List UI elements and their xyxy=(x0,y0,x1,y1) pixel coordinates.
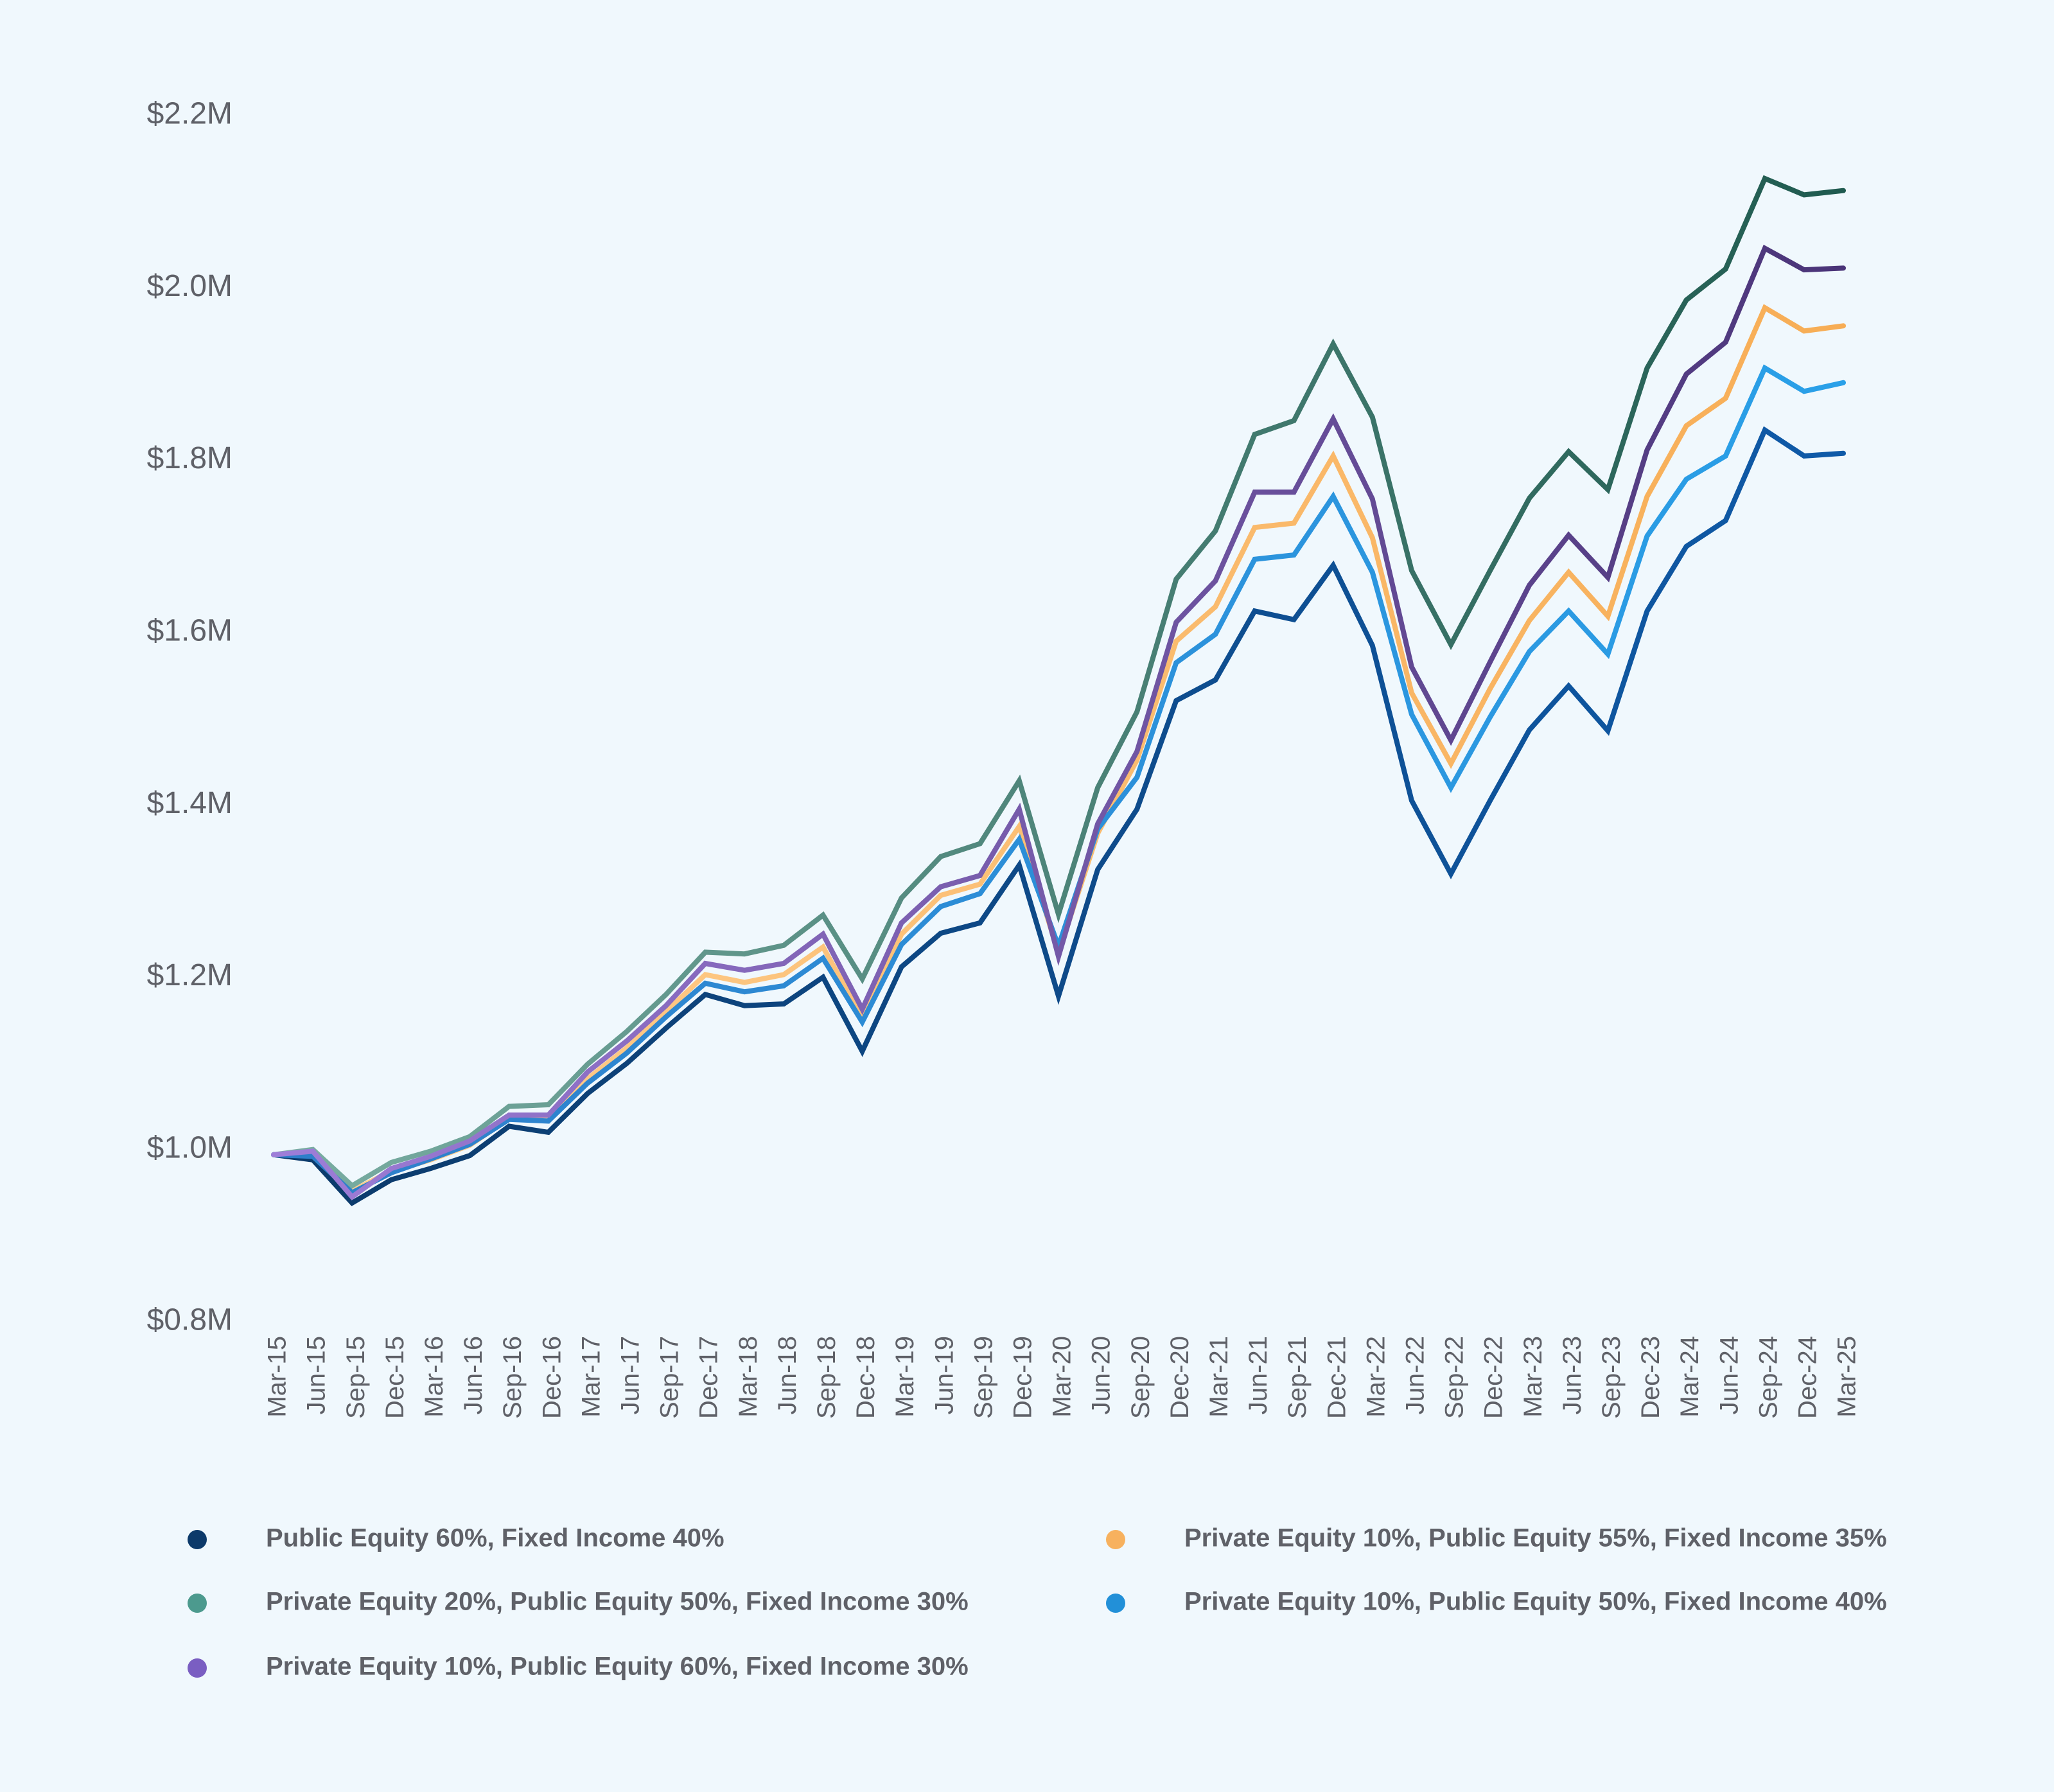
y-tick-label: $1.6M xyxy=(147,614,233,648)
legend-swatch-dot xyxy=(1106,1594,1125,1613)
legend-label: Public Equity 60%, Fixed Income 40% xyxy=(266,1524,724,1552)
x-tick-label: Jun-15 xyxy=(303,1336,331,1414)
x-tick-label: Mar-15 xyxy=(263,1336,292,1418)
x-tick-label: Dec-17 xyxy=(695,1336,723,1419)
x-tick-label: Jun-19 xyxy=(930,1336,958,1414)
y-axis: $0.8M $1.0M $1.2M $1.4M $1.6M $1.8M $2.0M $2.2M xyxy=(147,97,233,1337)
legend-item: Public Equity 60%, Fixed Income 40% xyxy=(159,1524,724,1552)
x-tick-label: Mar-25 xyxy=(1833,1336,1861,1418)
x-tick-label: Dec-18 xyxy=(852,1336,880,1419)
legend: Public Equity 60%, Fixed Income 40% Priva… xyxy=(159,1524,1887,1681)
x-tick-label: Sep-24 xyxy=(1754,1336,1782,1419)
x-tick-label: Jun-16 xyxy=(459,1336,487,1414)
x-tick-label: Dec-24 xyxy=(1793,1336,1821,1419)
series-line xyxy=(271,244,1846,1200)
x-tick-label: Jun-24 xyxy=(1715,1336,1743,1414)
x-tick-label: Jun-23 xyxy=(1558,1336,1586,1414)
x-tick-label: Dec-15 xyxy=(381,1336,409,1419)
x-tick-label: Mar-17 xyxy=(577,1336,605,1418)
x-tick-label: Sep-19 xyxy=(969,1336,997,1419)
legend-item: Private Equity 10%, Public Equity 50%, F… xyxy=(1078,1588,1887,1616)
series-line xyxy=(271,304,1846,1194)
x-tick-label: Mar-18 xyxy=(734,1336,762,1418)
legend-swatch-dot xyxy=(188,1658,207,1678)
x-tick-label: Jun-20 xyxy=(1087,1336,1116,1414)
y-tick-label: $1.8M xyxy=(147,441,233,475)
x-tick-label: Jun-17 xyxy=(616,1336,644,1414)
x-tick-label: Jun-22 xyxy=(1401,1336,1429,1414)
legend-item: Private Equity 10%, Public Equity 60%, F… xyxy=(159,1653,969,1681)
legend-swatch-dot xyxy=(188,1530,207,1549)
x-tick-label: Dec-19 xyxy=(1008,1336,1037,1419)
x-tick-label: Mar-23 xyxy=(1519,1336,1547,1418)
x-tick-label: Dec-21 xyxy=(1322,1336,1351,1419)
y-tick-label: $1.2M xyxy=(147,958,233,992)
legend-label: Private Equity 10%, Public Equity 55%, F… xyxy=(1184,1524,1887,1552)
x-tick-label: Dec-22 xyxy=(1480,1336,1508,1419)
x-tick-label: Sep-18 xyxy=(812,1336,841,1419)
legend-label: Private Equity 10%, Public Equity 60%, F… xyxy=(266,1653,969,1681)
y-tick-label: $1.4M xyxy=(147,786,233,820)
x-axis: Mar-15 Jun-15 Sep-15 Dec-15 Mar-16 Jun-16 Sep-… xyxy=(263,1336,1861,1419)
x-tick-label: Mar-22 xyxy=(1362,1336,1390,1418)
y-tick-label: $1.0M xyxy=(147,1130,233,1164)
x-tick-label: Jun-18 xyxy=(773,1336,802,1414)
legend-item: Private Equity 10%, Public Equity 55%, F… xyxy=(1078,1524,1887,1552)
y-tick-label: $0.8M xyxy=(147,1303,233,1337)
x-tick-label: Sep-17 xyxy=(656,1336,684,1419)
y-tick-label: $2.2M xyxy=(147,97,233,131)
x-tick-label: Mar-21 xyxy=(1205,1336,1233,1418)
legend-label: Private Equity 20%, Public Equity 50%, F… xyxy=(266,1588,969,1616)
x-tick-label: Dec-23 xyxy=(1637,1336,1665,1419)
x-tick-label: Mar-16 xyxy=(420,1336,448,1418)
x-tick-label: Dec-16 xyxy=(538,1336,566,1419)
x-tick-label: Sep-21 xyxy=(1283,1336,1312,1419)
series-line xyxy=(271,175,1846,1190)
series-line xyxy=(271,364,1846,1196)
series-line xyxy=(271,426,1846,1207)
x-tick-label: Mar-19 xyxy=(891,1336,919,1418)
x-tick-label: Sep-16 xyxy=(498,1336,527,1419)
plot-area xyxy=(271,175,1846,1207)
legend-label: Private Equity 10%, Public Equity 50%, F… xyxy=(1184,1588,1887,1616)
x-tick-label: Jun-21 xyxy=(1244,1336,1272,1414)
legend-swatch-dot xyxy=(188,1594,207,1613)
legend-item: Private Equity 20%, Public Equity 50%, F… xyxy=(159,1588,969,1616)
x-tick-label: Sep-15 xyxy=(342,1336,370,1419)
x-tick-label: Mar-20 xyxy=(1048,1336,1076,1418)
x-tick-label: Mar-24 xyxy=(1676,1336,1704,1418)
x-tick-label: Dec-20 xyxy=(1166,1336,1194,1419)
y-tick-label: $2.0M xyxy=(147,269,233,303)
legend-swatch-dot xyxy=(1106,1530,1125,1549)
x-tick-label: Sep-20 xyxy=(1127,1336,1155,1419)
x-tick-label: Sep-22 xyxy=(1441,1336,1469,1419)
x-tick-label: Sep-23 xyxy=(1597,1336,1626,1419)
